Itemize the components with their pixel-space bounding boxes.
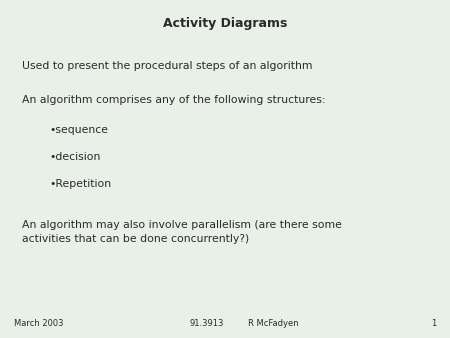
Text: R McFadyen: R McFadyen bbox=[248, 319, 298, 328]
Text: An algorithm comprises any of the following structures:: An algorithm comprises any of the follow… bbox=[22, 95, 326, 105]
Text: Used to present the procedural steps of an algorithm: Used to present the procedural steps of … bbox=[22, 61, 313, 71]
Text: •sequence: •sequence bbox=[50, 125, 108, 135]
Text: 1: 1 bbox=[431, 319, 436, 328]
Text: 91.3913: 91.3913 bbox=[189, 319, 223, 328]
Text: Activity Diagrams: Activity Diagrams bbox=[163, 17, 287, 30]
Text: March 2003: March 2003 bbox=[14, 319, 63, 328]
Text: An algorithm may also involve parallelism (are there some
activities that can be: An algorithm may also involve parallelis… bbox=[22, 220, 342, 244]
Text: •Repetition: •Repetition bbox=[50, 179, 112, 189]
Text: •decision: •decision bbox=[50, 152, 101, 162]
